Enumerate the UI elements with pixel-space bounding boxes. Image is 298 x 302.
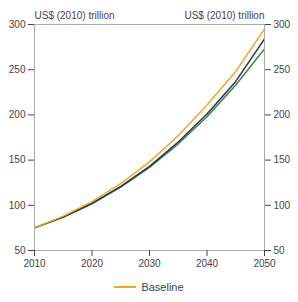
svg-text:US$ (2010) trillion: US$ (2010) trillion bbox=[35, 10, 115, 21]
svg-text:300: 300 bbox=[9, 19, 26, 30]
html-text:Baseline: Baseline bbox=[141, 281, 184, 293]
svg-text:150: 150 bbox=[274, 154, 291, 165]
svg-text:50: 50 bbox=[14, 245, 26, 256]
svg-text:US$ (2010) trillion: US$ (2010) trillion bbox=[184, 10, 264, 21]
svg-text:300: 300 bbox=[274, 19, 291, 30]
svg-text:2020: 2020 bbox=[81, 258, 104, 269]
svg-text:250: 250 bbox=[274, 64, 291, 75]
svg-text:250: 250 bbox=[9, 64, 26, 75]
svg-text:150: 150 bbox=[9, 154, 26, 165]
svg-text:100: 100 bbox=[274, 200, 291, 211]
svg-text:2030: 2030 bbox=[138, 258, 161, 269]
svg-text:2040: 2040 bbox=[196, 258, 219, 269]
svg-text:2010: 2010 bbox=[23, 258, 46, 269]
svg-text:200: 200 bbox=[274, 109, 291, 120]
svg-text:100: 100 bbox=[9, 200, 26, 211]
svg-text:50: 50 bbox=[274, 245, 286, 256]
svg-text:200: 200 bbox=[9, 109, 26, 120]
svg-text:2050: 2050 bbox=[253, 258, 276, 269]
